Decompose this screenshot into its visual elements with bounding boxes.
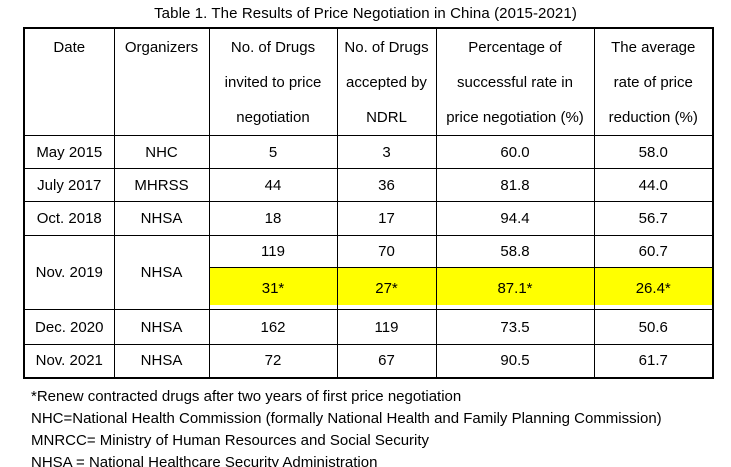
table-row-renewal-highlighted: 31* 27* 87.1* 26.4* — [24, 267, 714, 310]
table-row: Nov. 2021 NHSA 72 67 90.5 61.7 — [23, 344, 714, 378]
cell-date: Nov. 2021 — [23, 344, 115, 378]
column-header-reduction-rate: The average rate of price reduction (%) — [593, 27, 714, 136]
cell-organizer: NHSA — [113, 235, 210, 310]
cell-success-rate: 58.8 — [435, 235, 595, 268]
cell-reduction-rate: 56.7 — [593, 201, 714, 236]
cell-invited: 5 — [208, 135, 338, 169]
cell-organizer: MHRSS — [113, 168, 210, 202]
cell-organizer: NHSA — [113, 201, 210, 236]
cell-accepted: 3 — [336, 135, 437, 169]
cell-invited-renewal: 31* — [208, 267, 338, 310]
cell-success-rate-renewal: 87.1* — [435, 267, 595, 310]
footnote-renewal: *Renew contracted drugs after two years … — [31, 387, 462, 405]
footnote-nhsa: NHSA = National Healthcare Security Admi… — [31, 453, 378, 467]
cell-reduction-rate: 50.6 — [593, 309, 714, 345]
footnote-nhc: NHC=National Health Commission (formally… — [31, 409, 662, 427]
footnotes: *Renew contracted drugs after two years … — [31, 386, 731, 467]
cell-organizer: NHSA — [113, 344, 210, 378]
cell-success-rate: 60.0 — [435, 135, 595, 169]
table-row: Oct. 2018 NHSA 18 17 94.4 56.7 — [23, 201, 714, 236]
footnote-mnrcc: MNRCC= Ministry of Human Resources and S… — [31, 431, 430, 449]
cell-accepted: 17 — [336, 201, 437, 236]
cell-invited: 119 — [208, 235, 338, 268]
table-row: Dec. 2020 NHSA 162 119 73.5 50.6 — [23, 309, 714, 345]
cell-invited: 44 — [208, 168, 338, 202]
cell-success-rate: 81.8 — [435, 168, 595, 202]
cell-reduction-rate: 61.7 — [593, 344, 714, 378]
column-header-accepted: No. of Drugs accepted by NDRL — [336, 27, 437, 136]
cell-organizer: NHC — [113, 135, 210, 169]
cell-date: May 2015 — [23, 135, 115, 169]
cell-accepted: 70 — [336, 235, 437, 268]
cell-reduction-rate: 60.7 — [593, 235, 714, 268]
cell-invited: 162 — [208, 309, 338, 345]
cell-accepted-renewal: 27* — [336, 267, 437, 310]
cell-reduction-rate: 58.0 — [593, 135, 714, 169]
cell-date: Dec. 2020 — [23, 309, 115, 345]
table-row: July 2017 MHRSS 44 36 81.8 44.0 — [23, 168, 714, 202]
table-title: Table 1. The Results of Price Negotiatio… — [154, 5, 577, 22]
header-row: Date Organizers No. of Drugs invited to … — [23, 27, 714, 136]
cell-success-rate: 73.5 — [435, 309, 595, 345]
column-header-organizers: Organizers — [113, 27, 210, 136]
results-table: Date Organizers No. of Drugs invited to … — [23, 27, 714, 379]
cell-organizer: NHSA — [113, 309, 210, 345]
cell-date: Nov. 2019 — [23, 235, 115, 310]
cell-invited: 72 — [208, 344, 338, 378]
cell-accepted: 119 — [336, 309, 437, 345]
column-header-invited: No. of Drugs invited to price negotiatio… — [208, 27, 338, 136]
column-header-date: Date — [23, 27, 115, 136]
cell-success-rate: 94.4 — [435, 201, 595, 236]
cell-date: July 2017 — [23, 168, 115, 202]
table-row: Nov. 2019 NHSA 119 70 58.8 60.7 — [23, 235, 714, 310]
cell-accepted: 67 — [336, 344, 437, 378]
column-header-success-rate: Percentage of successful rate in price n… — [435, 27, 595, 136]
cell-reduction-rate: 44.0 — [593, 168, 714, 202]
table-row: May 2015 NHC 5 3 60.0 58.0 — [23, 135, 714, 169]
cell-success-rate: 90.5 — [435, 344, 595, 378]
cell-accepted: 36 — [336, 168, 437, 202]
cell-reduction-rate-renewal: 26.4* — [593, 267, 714, 310]
cell-date: Oct. 2018 — [23, 201, 115, 236]
cell-invited: 18 — [208, 201, 338, 236]
